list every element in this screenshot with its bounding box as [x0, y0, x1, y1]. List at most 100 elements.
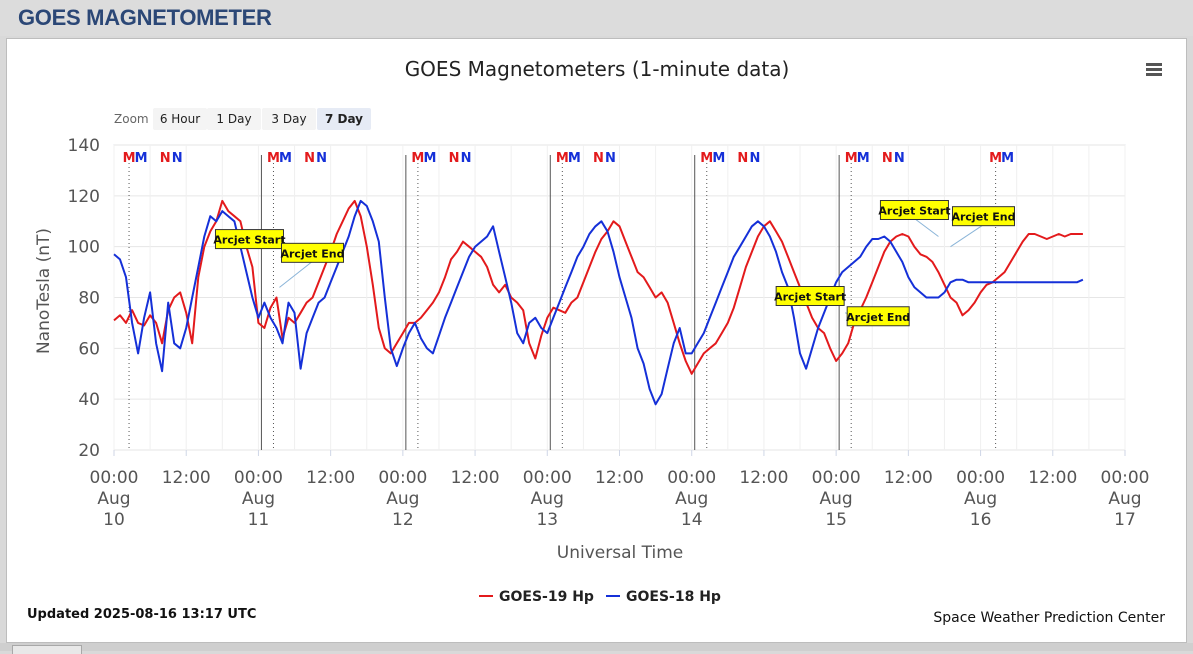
marker-n: N [593, 151, 604, 166]
y-axis-title: NanoTesla (nT) [34, 228, 54, 354]
marker-n: N [894, 151, 905, 166]
y-tick-label: 140 [68, 136, 100, 156]
zoom-button-label[interactable]: 3 Day [271, 112, 306, 126]
x-tick-day: 16 [970, 510, 992, 530]
x-tick-time: 00:00 [378, 468, 427, 488]
y-tick-label: 120 [68, 187, 100, 207]
y-tick-label: 20 [78, 441, 100, 461]
x-tick-time: 00:00 [1101, 468, 1150, 488]
marker-n: N [316, 151, 327, 166]
marker-m: M [135, 151, 148, 166]
y-tick-label: 80 [78, 289, 100, 309]
chart-panel: GOES Magnetometers (1-minute data) Zoom … [6, 38, 1187, 643]
x-tick-month: Aug [820, 489, 853, 509]
zoom-button-bg[interactable] [153, 108, 207, 130]
marker-n: N [605, 151, 616, 166]
annotation-label: Arcjet End [846, 311, 910, 324]
legend-item-goes-18-hp[interactable]: GOES-18 Hp [606, 589, 721, 605]
zoom-button-bg[interactable] [262, 108, 316, 130]
y-tick-label: 60 [78, 339, 100, 359]
marker-m: M [423, 151, 436, 166]
marker-m: M [556, 151, 569, 166]
y-tick-label: 40 [78, 390, 100, 410]
x-tick-time: 12:00 [739, 468, 788, 488]
annotation-arcjet-start: Arcjet Start [774, 286, 846, 306]
x-tick-time: 12:00 [162, 468, 211, 488]
series-lines [113, 199, 1084, 406]
legend-item-goes-19-hp[interactable]: GOES-19 Hp [479, 589, 594, 605]
x-axis-title: Universal Time [557, 543, 683, 563]
zoom-button-3-day[interactable]: 3 Day [262, 108, 316, 130]
annotation-label: Arcjet Start [213, 234, 285, 247]
x-tick-time: 12:00 [1028, 468, 1077, 488]
x-tick-time: 00:00 [812, 468, 861, 488]
zoom-button-bg[interactable] [207, 108, 261, 130]
zoom-button-label[interactable]: 7 Day [325, 112, 363, 126]
marker-m: M [568, 151, 581, 166]
x-tick-month: Aug [531, 489, 564, 509]
context-menu-icon[interactable] [1146, 63, 1162, 76]
marker-n: N [749, 151, 760, 166]
marker-n: N [449, 151, 460, 166]
marker-n: N [737, 151, 748, 166]
x-tick-day: 15 [825, 510, 847, 530]
zoom-button-1-day[interactable]: 1 Day [207, 108, 261, 130]
zoom-button-bg[interactable] [317, 108, 371, 130]
annotation-arcjet-end: Arcjet End [844, 306, 910, 327]
marker-m: M [857, 151, 870, 166]
annotation-box [214, 229, 284, 250]
annotation-arcjet-start: Arcjet Start [213, 229, 286, 250]
marker-m: M [1001, 151, 1014, 166]
x-tick-time: 00:00 [90, 468, 139, 488]
x-tick-month: Aug [242, 489, 275, 509]
marker-n: N [461, 151, 472, 166]
annotation-connector [914, 218, 939, 237]
page-title: GOES MAGNETOMETER [18, 5, 272, 30]
x-tick-time: 00:00 [956, 468, 1005, 488]
marker-m: M [700, 151, 713, 166]
annotation-box [280, 242, 344, 263]
annotation-box [775, 286, 845, 306]
updated-timestamp: Updated 2025-08-16 13:17 UTC [27, 607, 256, 622]
marker-m: M [411, 151, 424, 166]
annotation-arcjet-start: Arcjet Start [878, 200, 950, 237]
x-tick-time: 00:00 [667, 468, 716, 488]
legend-label[interactable]: GOES-18 Hp [626, 589, 721, 605]
x-tick-time: 12:00 [884, 468, 933, 488]
zoom-button-label[interactable]: 6 Hour [160, 112, 200, 126]
x-tick-time: 12:00 [306, 468, 355, 488]
annotation-arcjet-end: Arcjet End [279, 242, 344, 288]
page-header: GOES MAGNETOMETER [0, 0, 1193, 36]
zoom-button-label[interactable]: 1 Day [216, 112, 251, 126]
x-tick-time: 00:00 [523, 468, 572, 488]
x-tick-day: 12 [392, 510, 414, 530]
x-tick-month: Aug [964, 489, 997, 509]
credit-text[interactable]: Space Weather Prediction Center [933, 610, 1165, 626]
bottom-tab[interactable] [12, 645, 82, 654]
marker-m: M [279, 151, 292, 166]
zoom-button-6-hour[interactable]: 6 Hour [153, 108, 207, 130]
x-tick-day: 11 [248, 510, 270, 530]
annotation-label: Arcjet Start [878, 205, 950, 218]
annotation-arcjet-end: Arcjet End [950, 206, 1015, 248]
x-tick-day: 10 [103, 510, 125, 530]
y-tick-label: 100 [68, 238, 100, 258]
zoom-label: Zoom [114, 112, 149, 126]
y-axis: 20 40 60 80 100 120 140 [68, 136, 100, 461]
annotation-box [951, 206, 1015, 227]
x-tick-day: 14 [681, 510, 703, 530]
x-tick-time: 12:00 [451, 468, 500, 488]
series-line-goes-18-hp [113, 199, 1084, 406]
annotation-box [846, 306, 910, 327]
grid [113, 144, 1126, 451]
zoom-button-7-day[interactable]: 7 Day [317, 108, 371, 130]
x-tick-month: Aug [1108, 489, 1141, 509]
legend-label[interactable]: GOES-19 Hp [499, 589, 594, 605]
annotation-label: Arcjet End [280, 247, 344, 260]
x-tick-month: Aug [386, 489, 419, 509]
x-tick-month: Aug [97, 489, 130, 509]
marker-m: M [267, 151, 280, 166]
x-tick-day: 17 [1114, 510, 1136, 530]
